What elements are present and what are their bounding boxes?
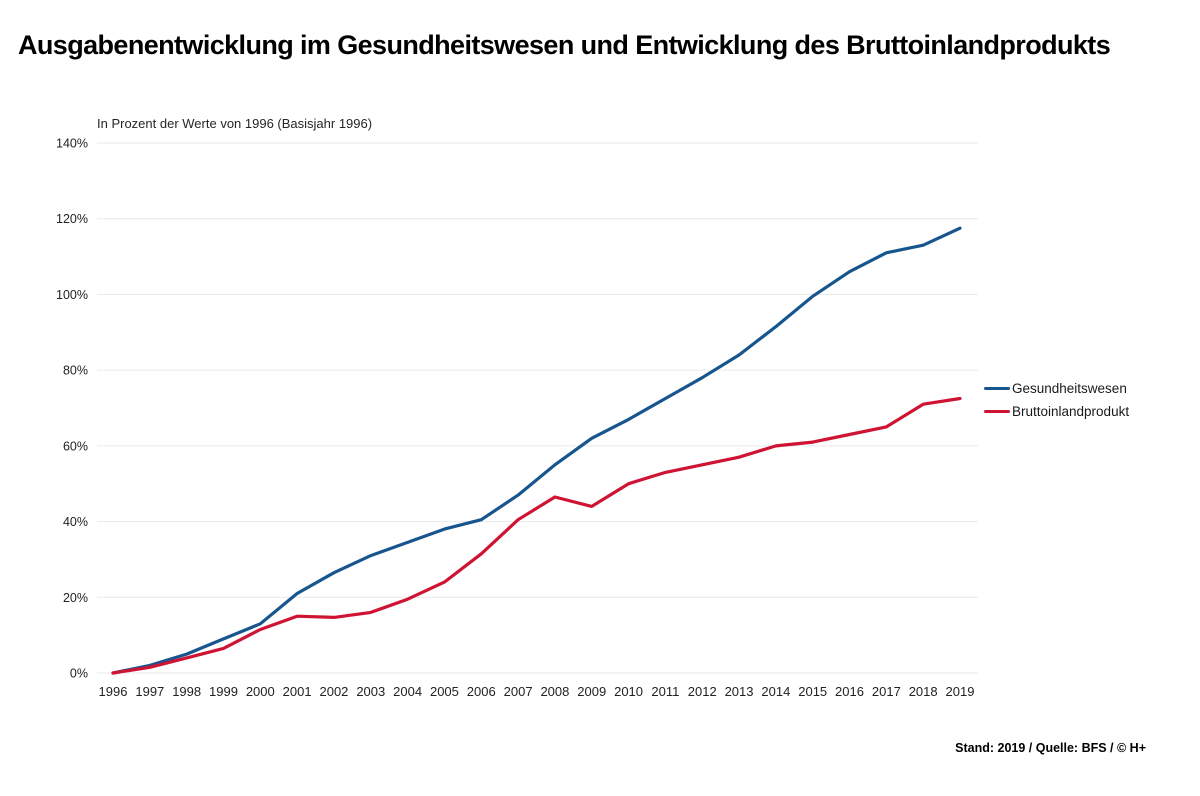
- y-tick-label-100: 100%: [56, 288, 88, 302]
- x-tick-label-2015: 2015: [798, 684, 827, 699]
- x-tick-label-1998: 1998: [172, 684, 201, 699]
- x-tick-label-2003: 2003: [356, 684, 385, 699]
- x-tick-label-2017: 2017: [872, 684, 901, 699]
- x-tick-label-1996: 1996: [99, 684, 128, 699]
- legend: Gesundheitswesen Bruttoinlandprodukt: [984, 380, 1129, 419]
- legend-item-bruttoinlandprodukt: Bruttoinlandprodukt: [984, 403, 1129, 419]
- x-tick-label-2013: 2013: [725, 684, 754, 699]
- y-tick-label-0: 0%: [70, 667, 88, 681]
- x-tick-label-2004: 2004: [393, 684, 422, 699]
- x-tick-label-2001: 2001: [283, 684, 312, 699]
- x-tick-label-2018: 2018: [909, 684, 938, 699]
- x-tick-label-2008: 2008: [540, 684, 569, 699]
- x-tick-label-2000: 2000: [246, 684, 275, 699]
- y-tick-label-80: 80%: [63, 364, 88, 378]
- axis-unit-label: In Prozent der Werte von 1996 (Basisjahr…: [97, 116, 373, 131]
- y-tick-label-60: 60%: [63, 439, 88, 453]
- series-line-gesundheitswesen: [111, 226, 962, 675]
- x-tick-label-2016: 2016: [835, 684, 864, 699]
- series-line-bruttoinlandprodukt: [111, 396, 962, 675]
- x-tick-label-2011: 2011: [651, 684, 679, 699]
- source-note: Stand: 2019 / Quelle: BFS / © H+: [955, 741, 1146, 755]
- y-tick-label-140: 140%: [56, 137, 88, 151]
- x-tick-label-1997: 1997: [135, 684, 164, 699]
- legend-label-bruttoinlandprodukt: Bruttoinlandprodukt: [1012, 403, 1130, 419]
- chart-title: Ausgabenentwicklung im Gesundheitswesen …: [18, 30, 1111, 60]
- legend-label-gesundheitswesen: Gesundheitswesen: [1012, 380, 1127, 396]
- legend-item-gesundheitswesen: Gesundheitswesen: [984, 380, 1129, 396]
- y-tick-label-40: 40%: [63, 515, 88, 529]
- y-tick-label-120: 120%: [56, 212, 88, 226]
- x-tick-label-2010: 2010: [614, 684, 643, 699]
- legend-line-swatch-red: [984, 409, 1010, 413]
- x-tick-label-2012: 2012: [688, 684, 717, 699]
- x-tick-label-2014: 2014: [761, 684, 790, 699]
- x-tick-label-2006: 2006: [467, 684, 496, 699]
- x-tick-label-2007: 2007: [504, 684, 533, 699]
- x-tick-label-1999: 1999: [209, 684, 238, 699]
- x-tick-label-2009: 2009: [577, 684, 606, 699]
- legend-line-swatch-blue: [984, 386, 1010, 390]
- y-tick-label-20: 20%: [63, 591, 88, 605]
- x-tick-label-2019: 2019: [946, 684, 975, 699]
- x-tick-label-2005: 2005: [430, 684, 459, 699]
- x-tick-label-2002: 2002: [319, 684, 348, 699]
